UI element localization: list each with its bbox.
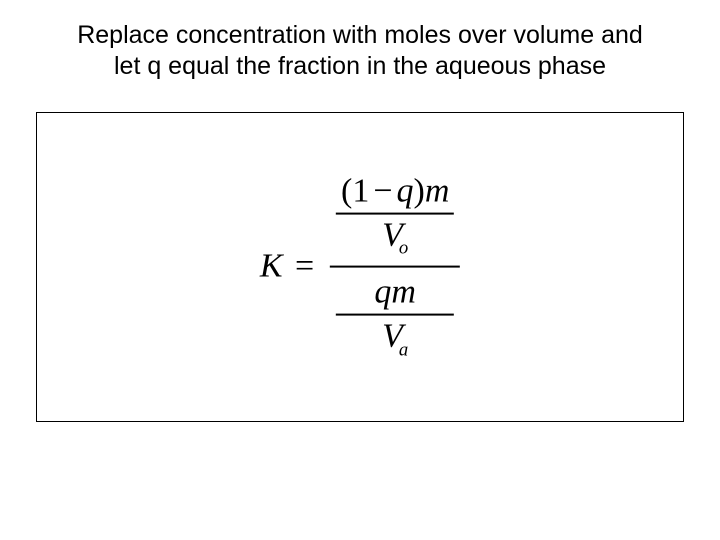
subscript-a: a [399,339,408,360]
var-K: K [260,248,283,285]
upper-small-fraction: (1−q)m Vo [336,171,454,262]
lower-numerator: qm [336,272,454,314]
open-paren: ( [341,173,352,210]
main-fraction: (1−q)m Vo qm [330,167,460,368]
var-q-1: q [397,173,414,210]
minus-sign: − [373,173,392,210]
subscript-o: o [399,238,408,259]
lower-small-fraction: qm Va [336,272,454,363]
main-fraction-numerator: (1−q)m Vo [330,167,460,266]
title-line-2: let q equal the fraction in the aqueous … [114,52,606,80]
upper-denominator: Vo [336,215,454,262]
equation-lhs: K = [260,248,320,286]
title-line-1: Replace concentration with moles over vo… [77,21,643,49]
var-m-1: m [425,173,450,210]
equation: K = (1−q)m Vo [260,167,460,368]
slide: Replace concentration with moles over vo… [0,0,720,540]
content-box: K = (1−q)m Vo [36,112,684,422]
main-fraction-denominator: qm Va [330,268,460,367]
upper-numerator: (1−q)m [336,171,454,213]
one: 1 [352,173,369,210]
lower-denominator: Va [336,316,454,363]
var-m-2: m [391,274,416,311]
equals-sign: = [295,248,314,285]
slide-title: Replace concentration with moles over vo… [0,20,720,83]
close-paren: ) [414,173,425,210]
var-q-2: q [374,274,391,311]
